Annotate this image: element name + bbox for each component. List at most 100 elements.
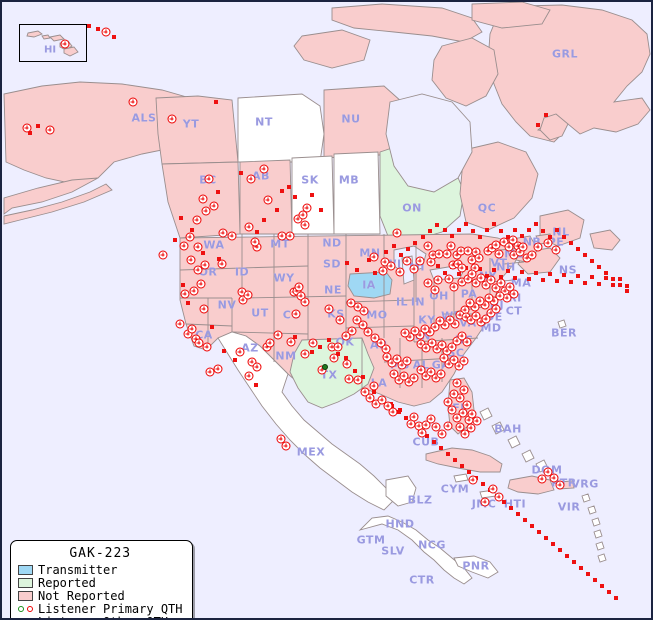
listener-other-qth-marker [233,358,237,362]
listener-primary-qth-marker [466,423,476,433]
listener-primary-qth-marker [101,27,111,37]
listener-primary-qth-marker [389,369,399,379]
listener-primary-qth-marker [360,387,370,397]
listener-other-qth-marker [607,590,611,594]
listener-other-qth-marker [96,27,100,31]
island-cayman [453,473,469,483]
listener-other-qth-marker [344,356,348,360]
listener-primary-qth-marker [291,309,301,319]
listener-primary-qth-marker [435,316,445,326]
listener-other-qth-marker [336,352,340,356]
listener-primary-qth-marker [439,353,449,363]
listener-primary-qth-marker [449,282,459,292]
listener-primary-qth-marker [551,245,561,255]
listener-other-qth-marker [457,228,461,232]
listener-primary-qth-marker [430,322,440,332]
listener-other-qth-marker [534,222,538,226]
listener-other-qth-marker [413,241,417,245]
listener-other-qth-marker [345,261,349,265]
listener-primary-qth-marker [383,401,393,411]
listener-primary-qth-marker [467,269,477,279]
listener-primary-qth-marker [436,369,446,379]
listener-other-qth-marker [527,277,531,281]
listener-primary-qth-marker [300,220,310,230]
listener-other-qth-marker [499,229,503,233]
listener-other-qth-marker [572,560,576,564]
listener-primary-qth-marker [265,338,275,348]
listener-other-qth-marker [181,283,185,287]
listener-other-qth-marker [523,518,527,522]
listener-primary-qth-marker [22,123,32,133]
listener-primary-qth-marker [286,337,296,347]
listener-primary-qth-marker [381,344,391,354]
listener-primary-qth-marker [452,336,462,346]
listener-other-qth-marker [576,274,580,278]
listener-primary-qth-marker [324,304,334,314]
listener-other-qth-marker [453,458,457,462]
listener-primary-qth-marker [294,282,304,292]
listener-other-qth-marker [262,218,266,222]
listener-primary-qth-marker [158,250,168,260]
listener-primary-qth-marker [252,362,262,372]
listener-primary-qth-marker [347,326,357,336]
listener-primary-qth-marker [462,337,472,347]
listener-other-qth-marker [551,542,555,546]
listener-other-qth-marker [425,434,429,438]
listener-primary-qth-marker [481,280,491,290]
listener-primary-qth-marker [388,407,398,417]
listener-primary-qth-marker [427,338,437,348]
listener-primary-qth-marker [370,333,380,343]
hawaii-inset: HI [19,24,87,62]
listener-primary-qth-marker [442,249,452,259]
listener-primary-qth-marker [402,356,412,366]
listener-other-qth-marker [239,171,243,175]
listener-primary-qth-marker [244,222,254,232]
listener-other-qth-marker [604,276,608,280]
listener-other-qth-marker [506,235,510,239]
listener-other-qth-marker [502,500,506,504]
listener-primary-qth-marker [358,320,368,330]
panama [453,555,499,579]
listener-primary-qth-marker [471,311,481,321]
listener-other-qth-marker [443,228,447,232]
listener-primary-qth-marker [213,364,223,374]
listener-primary-qth-marker [465,298,475,308]
region-greenland [487,4,651,143]
legend-swatch-icon [18,577,33,588]
listener-other-qth-marker [432,440,436,444]
listener-other-qth-marker [499,275,503,279]
listener-primary-qth-marker [458,408,468,418]
listener-other-qth-marker [597,265,601,269]
hudson-bay [385,93,473,193]
legend-item-label: Not Reported [38,588,125,603]
listener-primary-qth-marker [285,231,295,241]
listener-primary-qth-marker [199,304,209,314]
listener-primary-qth-marker [189,286,199,296]
listener-primary-qth-marker [342,359,352,369]
listener-other-qth-marker [478,267,482,271]
region-yukon [155,95,239,165]
listener-primary-qth-marker [494,249,504,259]
region-nwt [237,93,325,163]
listener-primary-qth-marker [377,395,387,405]
listener-primary-qth-marker [518,242,528,252]
listener-primary-qth-marker [376,338,386,348]
listener-primary-qth-marker [457,331,467,341]
listener-other-qth-marker [450,234,454,238]
listener-other-qth-marker [544,113,548,117]
listener-primary-qth-marker [537,474,547,484]
listener-primary-qth-marker [352,315,362,325]
listener-primary-qth-marker [430,285,440,295]
listener-primary-qth-marker [433,275,443,285]
transmitter-marker [322,364,328,370]
listener-primary-qth-marker [276,434,286,444]
listener-other-qth-marker [255,230,259,234]
listener-primary-qth-marker [455,422,465,432]
listener-other-qth-marker [590,275,594,279]
listener-primary-qth-marker [420,324,430,334]
islands-lesser-antilles [581,493,607,563]
listener-other-qth-marker [481,482,485,486]
listener-other-qth-marker [254,383,258,387]
listener-other-qth-marker [569,280,573,284]
listener-primary-qth-marker [421,420,431,430]
